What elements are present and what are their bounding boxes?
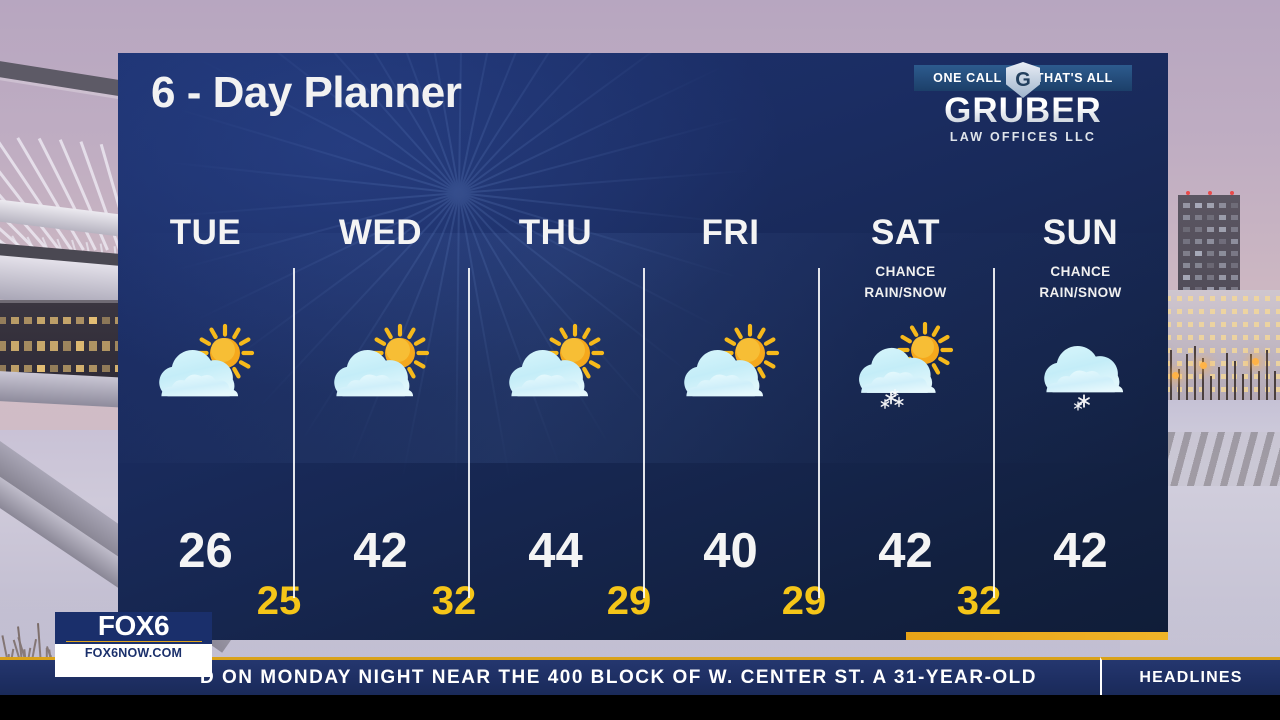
forecast-day-column: TUE 26 25 [118, 211, 293, 631]
sponsor-logo[interactable]: ONE CALL THAT'S ALL G GRUBER LAW OFFICES… [908, 65, 1138, 144]
day-condition-line1: CHANCE [993, 262, 1168, 283]
sponsor-name: GRUBER [908, 93, 1138, 130]
station-logo[interactable]: FOX6 FOX6NOW.COM [55, 612, 212, 661]
day-name: SAT [818, 215, 993, 250]
page-title: 6 - Day Planner [151, 68, 461, 118]
headlines-label-box[interactable]: HEADLINES [1100, 657, 1280, 695]
forecast-day-column: WED 42 32 [293, 211, 468, 631]
forecast-panel: 6 - Day Planner ONE CALL THAT'S ALL G GR… [118, 53, 1168, 640]
day-condition-line1: CHANCE [818, 262, 993, 283]
day-condition: CHANCE RAIN/SNOW [993, 262, 1168, 304]
forecast-days: TUE 26 25 WED [118, 211, 1168, 631]
day-condition [468, 262, 643, 304]
day-name: THU [468, 215, 643, 250]
forecast-day-column: SAT CHANCE RAIN/SNOW 42 32 [818, 211, 993, 631]
day-name: TUE [118, 215, 293, 250]
gold-accent-bar [906, 632, 1168, 640]
day-high-temp: 44 [468, 527, 643, 576]
day-name: FRI [643, 215, 818, 250]
station-logo-text: FOX6 [98, 612, 169, 640]
day-high-temp: 42 [818, 527, 993, 576]
partly-sunny-icon [468, 322, 643, 432]
day-high-temp: 42 [993, 527, 1168, 576]
letterbox-bar [0, 695, 1280, 720]
station-logo-rule [66, 641, 202, 642]
partly-sunny-snow-icon [818, 322, 993, 432]
forecast-day-column: FRI 40 29 [643, 211, 818, 631]
day-high-temp: 40 [643, 527, 818, 576]
partly-sunny-icon [118, 322, 293, 432]
cloudy-snow-icon [993, 322, 1168, 432]
day-name: WED [293, 215, 468, 250]
day-condition: CHANCE RAIN/SNOW [818, 262, 993, 304]
day-high-temp: 42 [293, 527, 468, 576]
sponsor-subtitle: LAW OFFICES LLC [908, 130, 1138, 144]
headlines-label: HEADLINES [1139, 669, 1242, 687]
forecast-day-column: THU 44 29 [468, 211, 643, 631]
day-high-temp: 26 [118, 527, 293, 576]
day-condition [118, 262, 293, 304]
partly-sunny-icon [293, 322, 468, 432]
day-condition [293, 262, 468, 304]
partly-sunny-icon [643, 322, 818, 432]
day-condition-line2: RAIN/SNOW [818, 283, 993, 304]
sponsor-tagline-right: THAT'S ALL [1036, 71, 1113, 85]
day-name: SUN [993, 215, 1168, 250]
forecast-day-column: SUN CHANCE RAIN/SNOW 42 [993, 211, 1168, 631]
sponsor-tagline-left: ONE CALL [933, 71, 1002, 85]
sponsor-tagline-bar: ONE CALL THAT'S ALL G [914, 65, 1132, 91]
day-condition [643, 262, 818, 304]
treeline [1150, 330, 1280, 405]
station-website: FOX6NOW.COM [55, 644, 212, 662]
shield-letter: G [1015, 70, 1031, 90]
day-condition-line2: RAIN/SNOW [993, 283, 1168, 304]
